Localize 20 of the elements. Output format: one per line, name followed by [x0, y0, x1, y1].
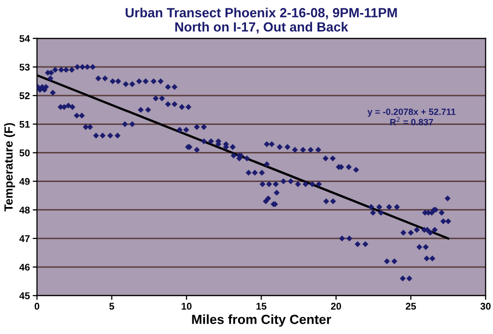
- y-tick-label: 47: [19, 235, 30, 242]
- y-tick-label: 51: [20, 120, 30, 128]
- y-tick-label: 45: [19, 292, 30, 300]
- x-tick-label: 25: [406, 302, 416, 310]
- x-tick-label: 5: [109, 302, 114, 310]
- y-tick-label: 53: [20, 64, 30, 71]
- y-axis-title: Temperature (F): [4, 123, 16, 212]
- x-tick-label: 15: [256, 302, 266, 310]
- y-tick-label: 46: [19, 264, 30, 271]
- y-tick-label: 49: [19, 178, 30, 185]
- x-tick-label: 10: [182, 302, 192, 310]
- x-tick-label: 20: [330, 302, 342, 310]
- chart-title: Urban Transect Phoenix 2-16-08, 9PM-11PM North on I-17, Out and Back: [126, 8, 397, 34]
- y-tick-label: 54: [20, 35, 30, 42]
- y-tick-label: 50: [20, 149, 30, 156]
- x-tick-label: 0: [34, 302, 40, 310]
- x-tick-label: 30: [480, 302, 491, 310]
- y-tick-label: 52: [20, 92, 30, 100]
- x-axis-title: Miles from City Center: [192, 314, 332, 327]
- y-tick-label: 48: [19, 206, 30, 214]
